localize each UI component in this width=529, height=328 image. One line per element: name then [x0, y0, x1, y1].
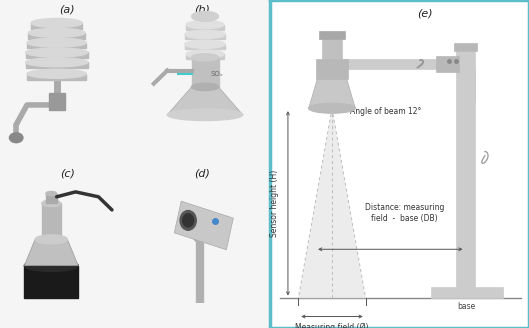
Ellipse shape: [185, 40, 225, 48]
Ellipse shape: [191, 11, 218, 21]
Text: (e): (e): [417, 8, 433, 18]
Bar: [186, 25, 224, 30]
Bar: [29, 33, 85, 38]
Polygon shape: [309, 69, 355, 108]
Text: (b): (b): [194, 5, 211, 15]
Bar: [25, 52, 88, 58]
Bar: [27, 74, 86, 79]
Polygon shape: [298, 108, 366, 298]
Ellipse shape: [167, 109, 243, 121]
Ellipse shape: [186, 20, 224, 29]
Ellipse shape: [27, 69, 86, 78]
Ellipse shape: [29, 28, 85, 37]
Bar: [322, 39, 342, 59]
Bar: [31, 23, 83, 29]
Ellipse shape: [25, 48, 88, 57]
Ellipse shape: [25, 58, 88, 67]
Text: (a): (a): [60, 5, 75, 15]
Ellipse shape: [10, 133, 23, 143]
Bar: [46, 194, 57, 203]
Polygon shape: [24, 239, 78, 266]
Ellipse shape: [46, 192, 57, 195]
Ellipse shape: [24, 260, 78, 272]
Polygon shape: [174, 201, 233, 250]
Polygon shape: [167, 87, 243, 115]
Circle shape: [180, 211, 196, 230]
Bar: [454, 43, 477, 51]
Bar: [27, 43, 86, 48]
Text: Measuring field (Ø): Measuring field (Ø): [295, 323, 369, 328]
Circle shape: [183, 214, 194, 227]
Bar: [319, 31, 345, 39]
Ellipse shape: [27, 38, 86, 47]
Bar: [436, 56, 459, 72]
Bar: [185, 34, 225, 39]
Bar: [42, 203, 61, 239]
Ellipse shape: [191, 54, 218, 61]
Text: (c): (c): [60, 169, 75, 179]
Bar: [185, 44, 225, 49]
Text: (d): (d): [194, 169, 211, 179]
Text: base: base: [458, 302, 476, 311]
Bar: [327, 59, 466, 69]
Bar: [191, 57, 218, 87]
Polygon shape: [457, 69, 475, 102]
Text: SOₓ: SOₓ: [211, 71, 223, 77]
Ellipse shape: [309, 103, 355, 113]
Ellipse shape: [186, 50, 224, 58]
Text: Distance: measuring
field  -  base (DB): Distance: measuring field - base (DB): [365, 203, 444, 223]
Ellipse shape: [191, 83, 218, 91]
Bar: [24, 266, 78, 298]
Bar: [186, 54, 224, 59]
Ellipse shape: [35, 235, 68, 244]
Ellipse shape: [31, 18, 83, 28]
Bar: [49, 93, 65, 110]
Bar: [25, 62, 88, 68]
Ellipse shape: [185, 30, 225, 39]
Bar: [457, 51, 475, 287]
Bar: [316, 59, 348, 79]
Bar: [431, 287, 503, 298]
Text: Angle of beam 12°: Angle of beam 12°: [350, 107, 422, 116]
Ellipse shape: [42, 200, 61, 207]
Text: Sensor height (H): Sensor height (H): [270, 170, 279, 237]
